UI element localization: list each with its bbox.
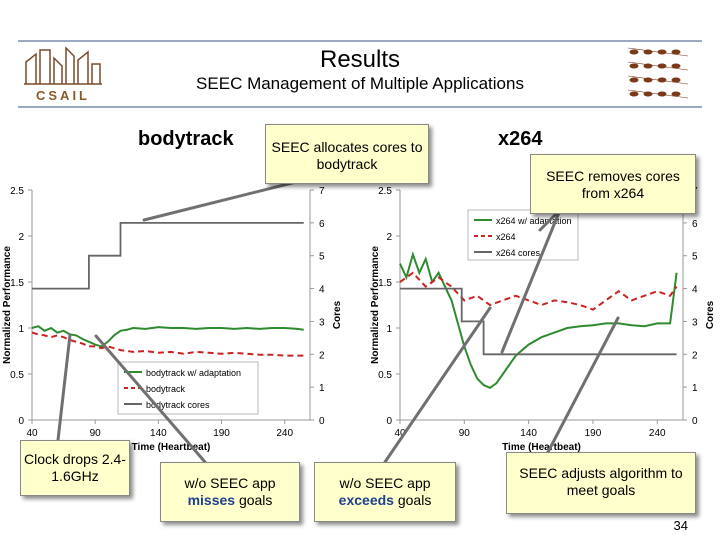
y-tick-label: 0 (18, 416, 24, 427)
bodytrack-label: bodytrack (138, 128, 234, 150)
csail-logo: CSAIL (24, 46, 102, 103)
y2-tick-label: 5 (319, 252, 325, 263)
y-tick-label: 2.5 (378, 186, 392, 197)
callout-allocates: SEEC allocates cores to bodytrack (265, 124, 429, 184)
y-tick-label: 0.5 (378, 370, 392, 381)
x-tick-label: 140 (150, 428, 167, 439)
legend-entry: x264 cores (496, 248, 541, 258)
x-tick-label: 140 (520, 428, 537, 439)
misses-connector (94, 334, 207, 464)
adjusts-connector (546, 316, 620, 454)
slide-subtitle: SEEC Management of Multiple Applications (196, 74, 524, 93)
y2-tick-label: 4 (319, 285, 325, 296)
y2-tick-label: 7 (319, 186, 325, 197)
y-tick-label: 2 (386, 232, 392, 243)
y-tick-label: 2 (18, 232, 24, 243)
series-line-x264 (399, 271, 678, 311)
callout-exceeds-post: goals (397, 492, 432, 508)
x-tick-label: 240 (276, 428, 293, 439)
y2-tick-label: 4 (692, 285, 698, 296)
callout-adjusts-text: SEEC adjusts algorithm to meet goals (519, 465, 683, 498)
callout-exceeds-bold: exceeds (338, 492, 394, 508)
y2-tick-label: 2 (319, 350, 325, 361)
exceeds-connector (383, 306, 492, 464)
callout-misses: w/o SEEC app misses goals (160, 462, 300, 522)
legend-entry: x264 (496, 232, 516, 242)
y2-tick-label: 6 (692, 219, 698, 230)
x-tick-label: 40 (26, 428, 38, 439)
series-line-bodytrack-cores (32, 222, 304, 290)
clock-connector (56, 333, 72, 442)
y-tick-label: 1.5 (378, 278, 392, 289)
y2-tick-label: 0 (319, 416, 325, 427)
y2-axis-label: Cores (705, 300, 716, 329)
x-axis-label: Time (Heartbeat) (502, 442, 581, 453)
slide-title: Results (319, 46, 401, 73)
callout-clock-text: Clock drops 2.4-1.6GHz (24, 451, 126, 484)
y2-tick-label: 6 (319, 219, 325, 230)
y2-tick-label: 5 (692, 252, 698, 263)
y2-tick-label: 1 (692, 383, 698, 394)
x-tick-label: 40 (394, 428, 406, 439)
y2-tick-label: 3 (319, 317, 325, 328)
callout-adjusts: SEEC adjusts algorithm to meet goals (506, 452, 696, 514)
legend-entry: bodytrack w/ adaptation (146, 368, 241, 378)
header-rule-bottom (18, 106, 702, 108)
x264-label: x264 (498, 128, 543, 150)
callout-allocates-text: SEEC allocates cores to bodytrack (271, 139, 423, 172)
callout-misses-pre: w/o SEEC app (184, 475, 276, 491)
callout-removes-text: SEEC removes cores from x264 (546, 168, 680, 201)
y2-tick-label: 1 (319, 383, 325, 394)
x-tick-label: 190 (213, 428, 230, 439)
header-rule-top (18, 40, 702, 42)
removes-connector (500, 208, 562, 354)
allocates-connector (142, 180, 298, 222)
series-line-bodytrack-w-adaptation (31, 325, 304, 348)
callout-exceeds-pre: w/o SEEC app (339, 475, 431, 491)
x-tick-label: 90 (90, 428, 102, 439)
y-tick-label: 1 (386, 324, 392, 335)
legend-entry: bodytrack cores (146, 400, 210, 410)
y2-tick-label: 0 (692, 416, 698, 427)
y2-axis-label: Cores (332, 300, 343, 329)
y-axis-label: Normalized Performance (370, 246, 381, 364)
y-axis-label: Normalized Performance (2, 246, 13, 364)
callout-clock: Clock drops 2.4-1.6GHz (20, 440, 130, 496)
y-tick-label: 1.5 (10, 278, 24, 289)
callout-misses-bold: misses (187, 492, 236, 508)
legend-entry: bodytrack (146, 384, 186, 394)
series-line-bodytrack (31, 331, 304, 357)
x-tick-label: 190 (585, 428, 602, 439)
ant-logo (628, 47, 689, 99)
callout-exceeds: w/o SEEC app exceeds goals (314, 462, 456, 522)
callout-misses-post: goals (238, 492, 273, 508)
y2-tick-label: 2 (692, 350, 698, 361)
page-number: 34 (673, 518, 688, 533)
y2-tick-label: 3 (692, 317, 698, 328)
x-tick-label: 240 (649, 428, 666, 439)
series-line-x264-cores (400, 287, 677, 356)
y-tick-label: 0.5 (10, 370, 24, 381)
y-tick-label: 2.5 (10, 186, 24, 197)
x-tick-label: 90 (459, 428, 471, 439)
legend-entry: x264 w/ adaptation (496, 216, 572, 226)
svg-text:CSAIL: CSAIL (36, 88, 90, 103)
x-axis-label: Time (Heartbeat) (132, 442, 211, 453)
y-tick-label: 0 (386, 416, 392, 427)
y-tick-label: 1 (18, 324, 24, 335)
callout-removes: SEEC removes cores from x264 (530, 154, 696, 214)
